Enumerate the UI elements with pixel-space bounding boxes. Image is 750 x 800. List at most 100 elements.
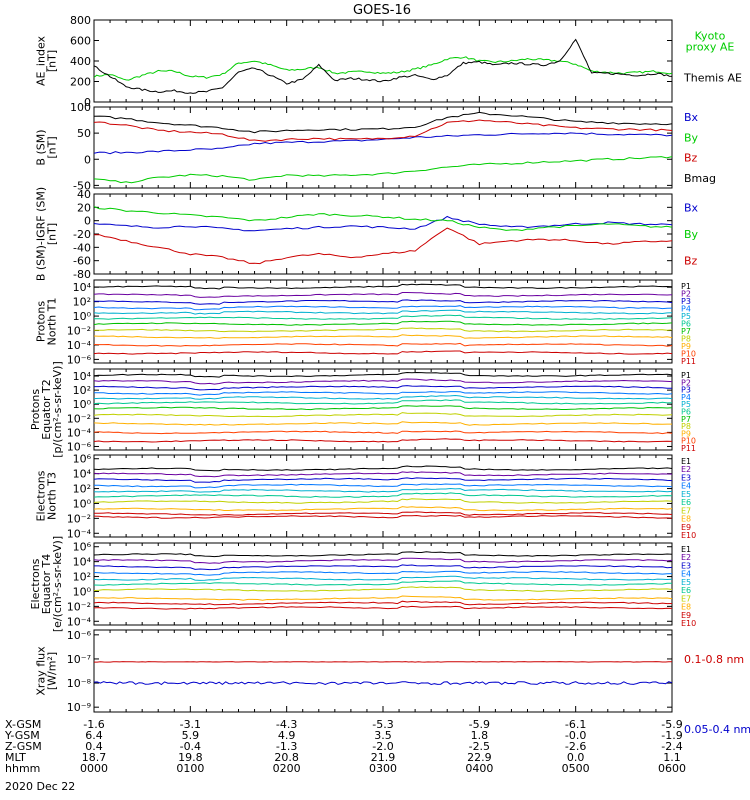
- series-p6: [93, 314, 673, 320]
- series-e7: [93, 498, 673, 504]
- series-p4: [93, 305, 673, 311]
- orbit-row-value: 0100: [176, 762, 204, 775]
- y-tick-label: -60: [73, 255, 91, 268]
- series-p3: [94, 299, 673, 305]
- orbit-row-value: 0600: [658, 762, 686, 775]
- y-tick-label: 10⁶: [73, 541, 92, 554]
- orbit-row-value: 20.8: [274, 751, 299, 764]
- y-tick-label: 600: [70, 35, 91, 48]
- series-p10: [93, 430, 673, 435]
- series-p7: [93, 320, 673, 326]
- series-bz: [93, 119, 673, 142]
- series-e4: [94, 483, 673, 489]
- series-e9: [93, 600, 673, 606]
- series-e9: [94, 511, 673, 516]
- y-tick-label: -50: [73, 179, 91, 192]
- legend-entry: P4: [681, 393, 691, 402]
- legend-entry: E4: [681, 482, 691, 491]
- series-e3: [94, 564, 673, 571]
- y-tick-label: 10⁻⁹: [67, 701, 91, 714]
- y-tick-label: 10⁴: [73, 370, 92, 383]
- y-tick-label: 10⁻⁶: [67, 629, 92, 642]
- orbit-row-label: Y-GSM: [4, 729, 40, 742]
- series-p5: [93, 394, 673, 400]
- legend-entry: P1: [681, 282, 691, 291]
- y-axis-label: [p/(cm²-s-sr-keV)]: [51, 361, 64, 458]
- series-e5: [93, 575, 673, 581]
- panel-xray: 10⁻⁶ 10⁻⁷ 10⁻⁸ 10⁻⁹ Xray flux[W/m²] 0.1-0.8 n…: [35, 629, 750, 736]
- series-e3: [93, 477, 673, 483]
- legend-entry: By: [684, 228, 699, 241]
- legend-entry: P5: [681, 312, 691, 321]
- series-e10: [93, 514, 673, 519]
- y-tick-label: 10⁻²: [67, 325, 91, 338]
- orbit-row-value: 5.9: [182, 729, 200, 742]
- y-axis-label: B (SM): [35, 129, 48, 165]
- orbit-row-value: 1.8: [471, 729, 489, 742]
- legend-entry: E5: [681, 578, 691, 587]
- y-tick-label: 10⁻⁶: [67, 353, 92, 366]
- legend-entry: E7: [681, 506, 691, 515]
- y-tick-label: 10⁴: [73, 468, 92, 481]
- y-tick-label: 10⁴: [73, 281, 92, 294]
- y-tick-label: 800: [70, 14, 91, 27]
- series-e2: [93, 557, 673, 564]
- legend-entry: E3: [681, 473, 691, 482]
- legend-entry: Bx: [684, 111, 699, 124]
- panel-frame: [93, 193, 673, 275]
- legend-entry: P6: [681, 320, 691, 329]
- legend-entry: E10: [681, 531, 696, 540]
- series-p4: [93, 391, 673, 396]
- orbit-row-value: 3.5: [374, 729, 392, 742]
- y-axis-label: Protons: [35, 301, 48, 342]
- y-axis-label: [e/(cm²-s-sr-keV)]: [51, 536, 64, 632]
- orbit-row-value: 0.0: [567, 751, 585, 764]
- legend-entry: Bx: [684, 201, 699, 214]
- series-p1: [93, 371, 673, 378]
- legend-entry: P7: [681, 327, 691, 336]
- panel-frame: [93, 19, 673, 103]
- y-tick-label: 10⁻²: [67, 512, 91, 525]
- orbit-row-value: 19.8: [178, 751, 203, 764]
- legend-entry: E2: [681, 553, 691, 562]
- legend-entry: 0.05-0.4 nm: [684, 723, 750, 736]
- y-tick-label: 10⁰: [73, 398, 92, 411]
- legend-entry: Bz: [684, 152, 698, 165]
- y-tick-label: 10⁰: [73, 585, 92, 598]
- y-axis-label: Electrons: [35, 470, 48, 521]
- series-by: [93, 156, 673, 184]
- orbit-row-value: 18.7: [82, 751, 107, 764]
- y-axis-label: [nT]: [46, 50, 59, 72]
- orbit-row-value: -2.4: [661, 740, 682, 753]
- y-tick-label: -20: [73, 228, 91, 241]
- legend-entry: E1: [681, 457, 691, 466]
- series-p5: [93, 309, 673, 315]
- y-tick-label: 10⁻²: [67, 600, 91, 613]
- orbit-row-value: 0200: [273, 762, 301, 775]
- series-p1: [94, 283, 673, 290]
- series-bx: [93, 132, 673, 155]
- series-e6: [93, 492, 673, 498]
- y-tick-label: 10⁴: [73, 556, 92, 569]
- legend-entry: E8: [681, 515, 691, 524]
- y-tick-label: 400: [70, 55, 91, 68]
- y-tick-label: 20: [77, 201, 91, 214]
- y-axis-label: [W/m²]: [46, 652, 59, 690]
- y-tick-label: 10⁻⁴: [67, 426, 92, 439]
- legend-entry: E3: [681, 561, 691, 570]
- y-tick-label: 10⁰: [73, 497, 92, 510]
- series-p2: [93, 292, 673, 298]
- orbit-row-value: -6.1: [565, 718, 586, 731]
- orbit-row-value: -4.3: [276, 718, 297, 731]
- legend-entry: P7: [681, 415, 691, 424]
- orbit-row-value: 21.9: [371, 751, 396, 764]
- y-tick-label: 10⁻⁸: [67, 677, 92, 690]
- panel-frame: [93, 279, 673, 364]
- y-tick-label: -80: [73, 268, 91, 281]
- y-tick-label: 10²: [73, 483, 91, 496]
- series-p8: [93, 412, 673, 418]
- series-e6: [93, 580, 673, 586]
- series-p9: [93, 334, 673, 339]
